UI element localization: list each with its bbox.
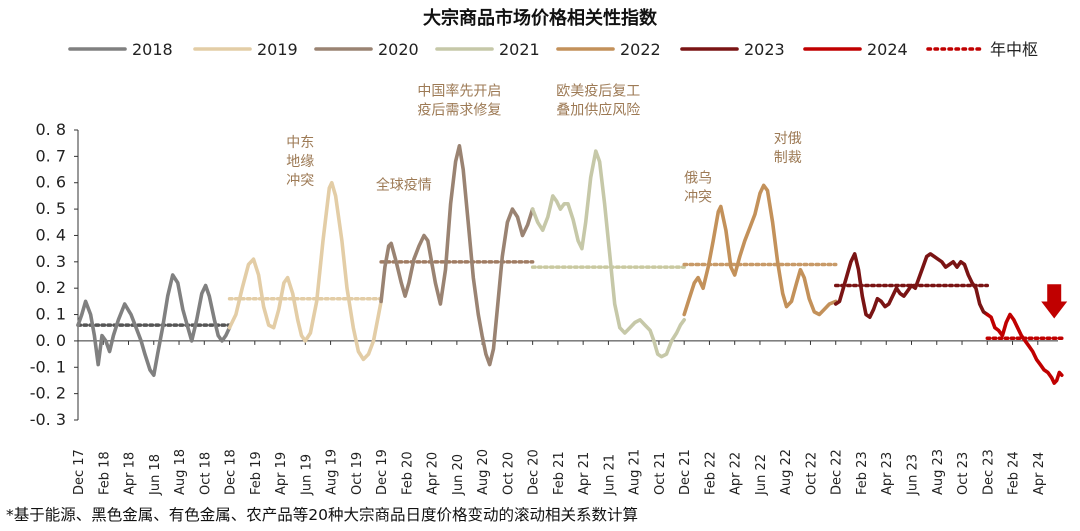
x-tick-label: Aug 18: [173, 449, 188, 495]
down-arrow-icon: [1041, 284, 1068, 319]
axes: -0. 3 -0. 2 -0. 1 0. 0 0. 1 0. 2 0. 3 0. 4 0. 5 0…: [30, 120, 1058, 496]
x-tick-label: Feb 19: [249, 451, 264, 495]
legend-label-2023: 2023: [744, 40, 785, 59]
series-line-2022: [682, 183, 838, 317]
x-tick-label: Dec 18: [224, 449, 239, 495]
series-line-2021: [530, 149, 687, 359]
y-tick-label: 0. 0: [35, 331, 66, 350]
annotation-text: 全球疫情: [376, 176, 432, 193]
y-tick-label: 0. 7: [35, 146, 66, 165]
annotation-text: 中国率先开启: [417, 83, 501, 100]
x-tick-label: Jun 20: [451, 454, 466, 496]
y-tick-label: 0. 5: [35, 199, 66, 218]
x-tick-label: Jun 18: [148, 454, 163, 496]
x-tick-label: Feb 21: [552, 451, 567, 495]
x-tick-label: Dec 23: [981, 449, 996, 495]
y-tick-label: 0. 1: [35, 305, 66, 324]
x-tick-label: Dec 21: [678, 449, 693, 495]
series-line-2024: [985, 312, 1064, 385]
annotation-text: 中东: [286, 135, 314, 151]
x-tick-label: Oct 19: [350, 452, 365, 495]
annotation-text: 地缘: [286, 154, 314, 170]
annotation-text: 对俄: [774, 131, 802, 147]
x-tick-label: Oct 22: [804, 452, 819, 495]
x-tick-label: Aug 22: [779, 449, 794, 495]
x-tick-label: Oct 21: [653, 452, 668, 495]
y-tick-label: 0. 6: [35, 173, 66, 192]
x-tick-label: Dec 19: [375, 449, 390, 495]
y-tick-label: 0. 2: [35, 278, 66, 297]
x-tick-label: Feb 22: [703, 451, 718, 495]
x-tick-label: Apr 19: [274, 452, 289, 495]
x-tick-label: Apr 23: [880, 452, 895, 495]
legend-label-2018: 2018: [132, 40, 173, 59]
y-tick-label: 0. 4: [35, 225, 66, 244]
legend-label-2019: 2019: [257, 40, 298, 59]
annotation-text: 制裁: [774, 150, 802, 166]
x-tick-label: Apr 18: [123, 452, 138, 495]
x-tick-label: Aug 21: [628, 449, 643, 495]
x-tick-label: Jun 22: [754, 454, 769, 496]
x-tick-label: Feb 18: [97, 451, 112, 495]
y-tick-label: 0. 8: [35, 120, 66, 139]
x-tick-label: Dec 20: [527, 449, 542, 495]
legend-label-midyear: 年中枢: [990, 40, 1038, 59]
series-line-2023: [833, 252, 990, 320]
y-tick-label: -0. 1: [30, 357, 66, 376]
x-tick-label: Oct 23: [956, 452, 971, 495]
annotation-text: 叠加供应风险: [556, 102, 640, 119]
x-tick-label: Feb 24: [1007, 451, 1022, 495]
annotation-text: 冲突: [286, 173, 314, 189]
x-tick-label: Oct 18: [198, 452, 213, 495]
x-tick-label: Apr 24: [1032, 452, 1047, 495]
series-line-2019: [227, 180, 383, 362]
y-tick-label: 0. 3: [35, 252, 66, 271]
y-tick-label: -0. 3: [30, 410, 66, 429]
x-tick-label: Aug 20: [476, 449, 491, 495]
series-line-2018: [76, 273, 232, 378]
x-tick-label: Feb 20: [400, 451, 415, 495]
x-tick-label: Feb 23: [855, 451, 870, 495]
x-tick-label: Jun 23: [906, 454, 921, 496]
chart-title: 大宗商品市场价格相关性指数: [423, 8, 657, 29]
series-lines: [76, 144, 1064, 385]
legend: 2018 2019 2020 2021 2022 2023 2024 年中枢: [68, 40, 1038, 59]
series-line-2020: [379, 144, 535, 367]
footnote: *基于能源、黑色金属、有色金属、农产品等20种大宗商品日度价格变动的滚动相关系数…: [6, 506, 638, 524]
x-tick-label: Aug 23: [931, 449, 946, 495]
x-tick-label: Dec 17: [72, 449, 87, 495]
legend-label-2024: 2024: [867, 40, 908, 59]
x-tick-label: Apr 21: [577, 452, 592, 495]
annotation-text: 欧美疫后复工: [556, 83, 640, 100]
annotation-text: 俄乌: [684, 171, 712, 187]
x-tick-label: Oct 20: [501, 452, 516, 495]
x-tick-label: Apr 22: [729, 452, 744, 495]
legend-label-2022: 2022: [620, 40, 661, 59]
x-tick-label: Aug 19: [325, 449, 340, 495]
x-tick-label: Jun 21: [602, 454, 617, 496]
x-tick-label: Jun 19: [299, 454, 314, 496]
midyear-lines: [76, 260, 1064, 341]
annotation-text: 冲突: [684, 190, 712, 206]
x-tick-label: Dec 22: [830, 449, 845, 495]
legend-label-2021: 2021: [499, 40, 540, 59]
legend-label-2020: 2020: [378, 40, 419, 59]
y-tick-label: -0. 2: [30, 384, 66, 403]
annotation-text: 疫后需求修复: [417, 102, 501, 119]
x-tick-label: Apr 20: [426, 452, 441, 495]
